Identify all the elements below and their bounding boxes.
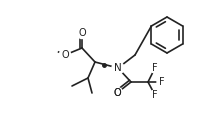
Circle shape [111,88,122,98]
Text: O: O [113,88,121,98]
Text: F: F [152,90,158,100]
Circle shape [42,40,58,56]
Text: O: O [78,28,86,38]
Circle shape [59,50,70,60]
Text: F: F [159,77,165,87]
Circle shape [157,77,167,87]
Text: O: O [61,50,69,60]
Text: N: N [114,63,122,73]
Circle shape [76,27,88,39]
Circle shape [111,88,122,98]
Text: F: F [152,63,158,73]
Text: O: O [113,88,121,98]
Circle shape [150,90,160,100]
Circle shape [112,62,124,74]
Circle shape [150,63,160,73]
Circle shape [59,50,70,60]
